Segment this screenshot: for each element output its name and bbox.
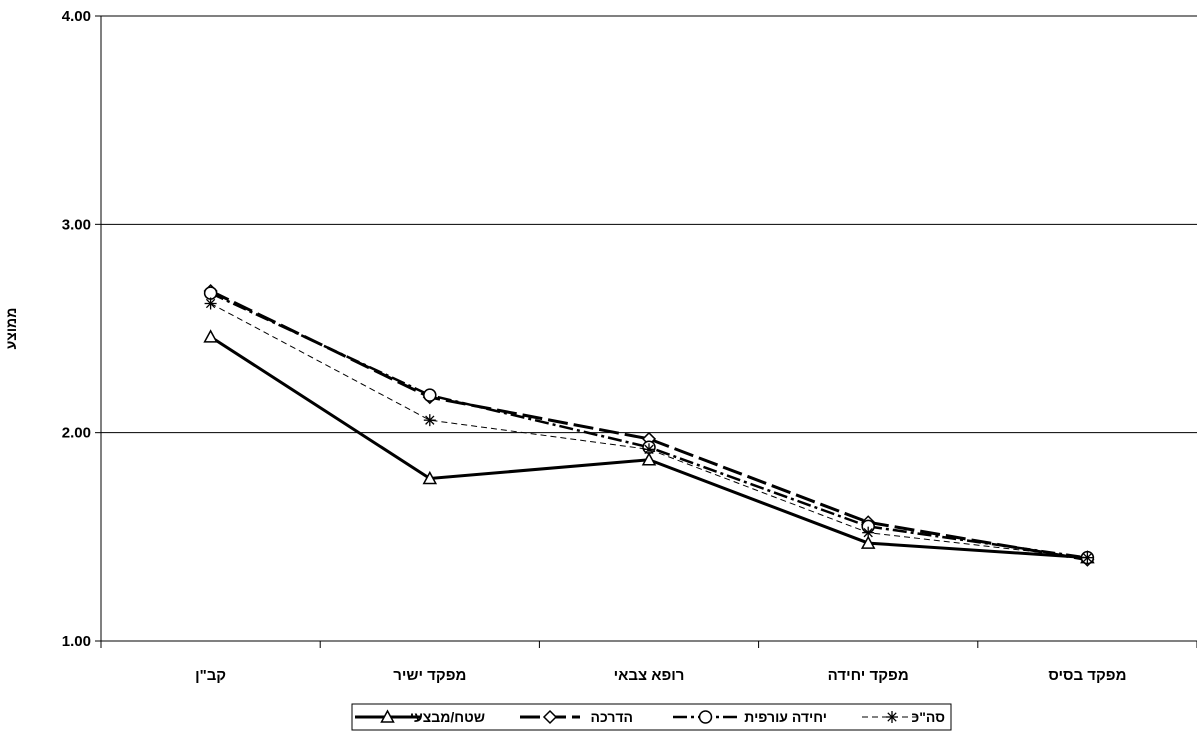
legend-entry: הדרכה	[520, 709, 633, 725]
data-point	[862, 526, 875, 539]
legend-box	[351, 703, 952, 731]
data-point	[203, 329, 218, 343]
x-tick-label: מפקד ישיר	[393, 667, 466, 684]
series-line	[210, 303, 1088, 559]
legend-label: שטח/מבצעי	[410, 709, 485, 725]
x-tick-label: מפקד בסיס	[1048, 667, 1126, 684]
y-axis-label: ממוצע	[3, 308, 19, 350]
axes	[95, 15, 1197, 648]
x-tick-label: רופא צבאי	[614, 667, 685, 684]
y-tick-labels: 1.00 2.00 3.00 4.00	[62, 8, 91, 650]
legend-marker	[886, 711, 898, 723]
data-point	[641, 452, 657, 466]
data-point	[423, 388, 437, 402]
series-group	[203, 283, 1095, 567]
legend-label: יחידה עורפית	[744, 709, 827, 725]
y-tick-label: 3.00	[62, 216, 91, 233]
data-point	[204, 297, 217, 310]
series-3	[203, 286, 1095, 565]
legend: שטח/מבצעי הדרכה יחידה עורפית סה"כ	[351, 703, 952, 731]
gridlines	[101, 15, 1197, 434]
series-line	[209, 289, 1088, 562]
data-point	[643, 443, 655, 456]
y-tick-label: 2.00	[62, 425, 91, 442]
y-tick-label: 1.00	[62, 633, 91, 650]
y-tick-label: 4.00	[62, 8, 91, 25]
legend-label: סה"כ	[912, 709, 945, 725]
legend-entry: יחידה עורפית	[673, 709, 827, 725]
legend-marker	[542, 709, 558, 725]
legend-entry: שטח/מבצעי	[355, 709, 485, 725]
data-point	[422, 470, 438, 485]
legend-marker	[698, 710, 713, 724]
data-point	[423, 414, 436, 427]
series-2	[203, 283, 1095, 567]
legend-label: הדרכה	[591, 709, 633, 725]
x-tick-label: קב"ן	[195, 667, 226, 684]
legend-entry: סה"כ	[862, 709, 945, 725]
data-point	[1081, 551, 1094, 564]
legend-marker	[380, 709, 395, 723]
data-point	[860, 535, 876, 549]
x-tick-label: מפקד יחידה	[828, 667, 909, 684]
x-tick-labels: קב"ן מפקד ישיר רופא צבאי מפקד יחידה מפקד בסי…	[195, 667, 1126, 684]
series-4	[204, 297, 1094, 564]
data-point	[203, 286, 218, 300]
series-line	[210, 291, 1088, 559]
